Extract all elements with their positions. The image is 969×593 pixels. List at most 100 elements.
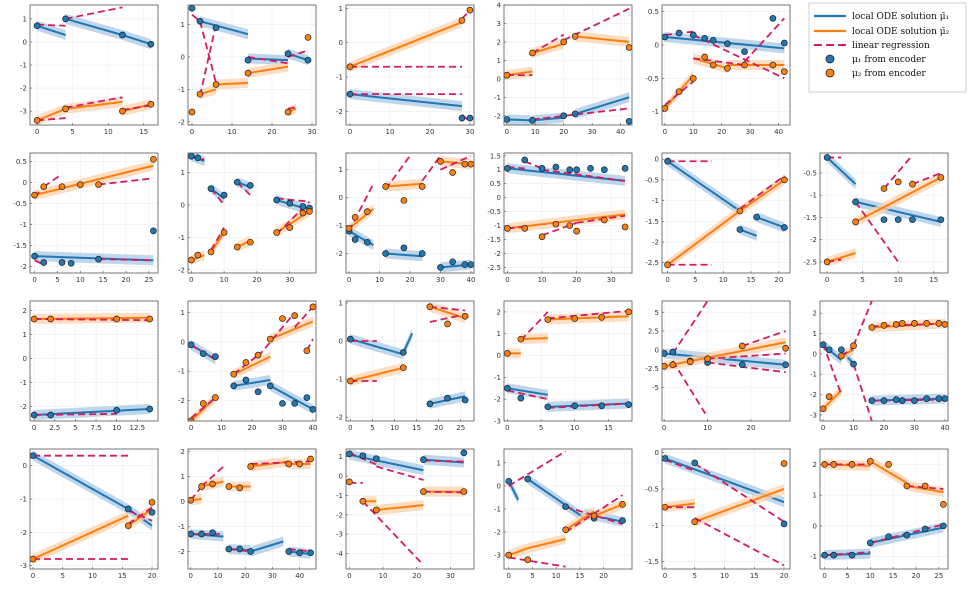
x-tick-label: 10: [228, 128, 237, 136]
regression-line: [43, 173, 63, 188]
y-tick-label: 2: [181, 448, 185, 456]
y-tick-label: -2: [652, 238, 659, 246]
y-tick-label: 1: [339, 5, 343, 13]
x-tick-label: 25: [934, 572, 943, 580]
y-tick-label: -1: [652, 197, 659, 205]
legend-label-regression: linear regression: [852, 41, 930, 51]
y-tick-label: -1: [652, 522, 659, 530]
mu2-point: [566, 222, 574, 229]
subplot-4: 0 10 20 30 40 -2 -1 0 1 2 3 4: [494, 2, 633, 136]
regression-line: [507, 389, 548, 401]
mu1-point: [709, 36, 717, 44]
y-tick-label: -2: [20, 263, 27, 271]
mu2-point: [150, 155, 157, 163]
y-tick-label: -1: [20, 379, 27, 387]
x-tick-label: 5: [55, 276, 59, 284]
mu2-point: [880, 322, 888, 329]
subplot-17: 0 10 20 30 40 -3 -2 -1 0 1 2: [810, 300, 949, 432]
mu2-point: [769, 61, 777, 69]
mu2-point: [941, 321, 948, 328]
x-tick-label: 10: [220, 276, 229, 284]
mu2-point: [31, 191, 38, 199]
mu2-point: [460, 488, 468, 495]
mu2-point: [212, 81, 220, 88]
mu2-point: [254, 351, 262, 359]
y-tick-label: -2: [20, 85, 27, 93]
mu2-point: [538, 233, 546, 241]
mu1-point: [560, 112, 568, 120]
regression-line: [693, 57, 745, 66]
y-tick-label: -2: [178, 397, 185, 405]
mu1-point: [625, 117, 632, 125]
x-tick-label: 10: [213, 572, 222, 580]
y-tick-label: 0: [497, 194, 501, 202]
regression-line: [532, 107, 630, 121]
legend-label-mu2-line: local ODE solution μ̃₂: [852, 26, 950, 37]
x-tick-label: 30: [446, 572, 455, 580]
mu2-point: [76, 181, 84, 188]
mu1-point: [458, 114, 466, 122]
mu2-ode-line: [247, 65, 289, 75]
mu1-ode-line: [666, 160, 741, 212]
regression-line: [429, 313, 466, 323]
subplot-3: 0 10 20 30 -2 -1 0 1: [336, 4, 475, 136]
regression-line: [65, 6, 123, 20]
mu2-point: [562, 526, 569, 534]
plot-area: [662, 14, 788, 114]
mu1-ode-line: [199, 20, 249, 36]
x-tick-label: 30: [278, 424, 287, 432]
mu1-point: [296, 549, 304, 557]
x-tick-label: 0: [505, 128, 509, 136]
mu1-point: [247, 548, 254, 555]
mu1-ode-line: [574, 96, 630, 115]
plot-area: [346, 154, 474, 273]
y-tick-label: -0.5: [645, 486, 659, 494]
regression-line: [547, 402, 629, 409]
x-tick-label: 10: [531, 128, 540, 136]
mu2-point: [198, 483, 205, 490]
y-tick-label: -5: [652, 384, 659, 392]
mu2-point: [188, 256, 195, 264]
x-tick-label: 5: [860, 276, 864, 284]
mu1-point: [230, 382, 238, 390]
plot-area: [33, 6, 155, 125]
y-tick-label: 1: [813, 492, 817, 500]
x-tick-label: 5: [539, 424, 543, 432]
mu1-point: [736, 226, 744, 233]
mu1-point: [299, 203, 307, 210]
mu1-point: [529, 117, 536, 124]
axes-frame: [345, 4, 475, 126]
subplot-16: 0 10 20 -5 -2.5 0 2.5 5: [645, 300, 791, 432]
subplot-14: 0 5 10 15 20 25 -2 -1 0 1: [336, 299, 475, 432]
mu1-point: [273, 196, 280, 204]
mu2-ode-line: [575, 35, 630, 43]
mu2-point: [247, 463, 254, 470]
mu2-point: [225, 483, 233, 490]
mu1-ode-line: [385, 252, 423, 258]
mu2-point: [662, 362, 668, 370]
subplot-20: 0 10 20 30 -4 -3 -2 -1 0 1: [336, 448, 475, 580]
regression-line: [743, 17, 785, 63]
x-tick-label: 0: [189, 424, 193, 432]
x-tick-label: 25: [144, 276, 153, 284]
x-tick-label: 20: [268, 128, 277, 136]
x-tick-label: 0: [347, 572, 351, 580]
legend-label-mu1-dot: μ₁ from encoder: [852, 55, 926, 65]
mu2-point: [571, 315, 579, 322]
y-tick-label: 1: [339, 453, 343, 461]
mu2-point: [400, 197, 408, 204]
mu2-point: [691, 518, 699, 526]
mu1-point: [562, 503, 569, 511]
y-tick-label: 0: [497, 352, 501, 360]
regression-line: [37, 117, 66, 122]
y-tick-label: 2: [497, 38, 501, 46]
y-tick-label: -1: [494, 506, 501, 514]
mu2-point: [937, 174, 945, 181]
regression-line: [288, 548, 311, 553]
mu1-point: [521, 156, 529, 164]
mu2-point: [544, 316, 552, 323]
regression-line: [541, 221, 577, 237]
y-tick-label: -3: [20, 108, 27, 116]
y-tick-label: 1: [497, 330, 501, 338]
mu1-point: [892, 396, 900, 403]
